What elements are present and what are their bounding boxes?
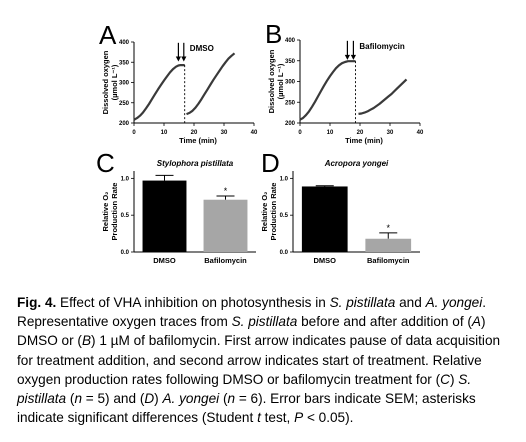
y-axis-title-line1-a: Dissolved oxygen [101, 50, 110, 114]
y-tick-label-b: 300 [285, 80, 296, 86]
arrow-down-icon [175, 56, 181, 62]
bar-d-dmso [301, 186, 348, 252]
category-label-c: DMSO [153, 256, 176, 265]
y-axis-title-a: Dissolved oxygen (µmol L⁻¹) [101, 50, 119, 114]
y-tick-label-b: 250 [285, 100, 296, 106]
bar-d-bafilomycin [365, 238, 412, 252]
y-tick-label-d: 1.0 [280, 176, 289, 182]
significance-asterisk-d: * [386, 223, 390, 233]
panel-label-c: C [96, 148, 115, 178]
x-axis-title-a: Time (min) [179, 136, 217, 145]
x-tick-label-a: 20 [191, 130, 198, 136]
y-axis-title-line2-b: (µmol L⁻¹) [276, 63, 285, 99]
y-tick-label-a: 400 [119, 40, 130, 46]
oxygen-trace-a-2 [186, 52, 236, 116]
y-tick-label-c: 0.5 [121, 213, 130, 219]
y-tick-label-a: 300 [119, 81, 130, 87]
y-axis-title-line1-d: Relative O₂ [260, 191, 269, 231]
y-axis-title-c: Relative O₂ Production Rate [101, 183, 119, 241]
category-label-d: Bafilomycin [367, 256, 410, 265]
arrow-down-icon [181, 56, 187, 62]
x-tick-label-a: 0 [132, 130, 136, 136]
caption-label: Fig. 4. [17, 295, 57, 310]
panel-title-d: Acropora yongei [324, 159, 389, 168]
oxygen-trace-a-1 [133, 63, 185, 121]
y-tick-label-b: 200 [285, 121, 296, 127]
x-tick-label-b: 10 [327, 130, 334, 136]
x-tick-label-a: 10 [161, 130, 168, 136]
y-axis-title-line1-c: Relative O₂ [101, 191, 110, 231]
y-tick-label-d: 0.0 [280, 250, 289, 256]
panel-label-d: D [261, 148, 280, 178]
y-axis-title-d: Relative O₂ Production Rate [260, 183, 278, 241]
x-axis-title-b: Time (min) [345, 136, 383, 145]
y-tick-label-a: 200 [119, 121, 130, 127]
significance-asterisk-c: * [224, 186, 228, 196]
caption-text: Effect of VHA inhibition on photosynthes… [17, 295, 501, 426]
y-axis-title-b: Dissolved oxygen (µmol L⁻¹) [267, 49, 285, 113]
x-tick-label-b: 30 [387, 130, 394, 136]
panel-title-c: Stylophora pistillata [157, 159, 234, 168]
y-axis-title-line1-b: Dissolved oxygen [267, 49, 276, 113]
y-tick-label-a: 350 [119, 60, 130, 66]
bar-c-dmso [142, 180, 187, 252]
x-tick-label-b: 0 [298, 130, 302, 136]
y-tick-label-b: 400 [285, 38, 296, 44]
y-axis-title-line2-a: (µmol L⁻¹) [110, 64, 119, 100]
figure-caption: Fig. 4. Effect of VHA inhibition on phot… [17, 293, 515, 427]
category-label-c: Bafilomycin [204, 256, 247, 265]
x-tick-label-b: 20 [357, 130, 364, 136]
oxygen-trace-b-1 [299, 60, 356, 121]
x-tick-label-b: 40 [417, 130, 424, 136]
y-tick-label-c: 1.0 [121, 176, 130, 182]
bar-c-bafilomycin [203, 199, 248, 252]
y-tick-label-c: 0.0 [121, 250, 130, 256]
x-tick-label-a: 30 [221, 130, 228, 136]
treatment-label-a: DMSO [190, 44, 214, 53]
oxygen-trace-b-2 [358, 78, 408, 115]
panel-label-a: A [99, 20, 117, 50]
arrow-down-icon [350, 54, 356, 60]
treatment-label-b: Bafilomycin [359, 42, 404, 51]
panel-label-b: B [265, 19, 282, 49]
y-tick-label-d: 0.5 [280, 213, 289, 219]
x-tick-label-a: 40 [251, 130, 258, 136]
y-axis-title-line2-d: Production Rate [269, 183, 278, 241]
arrow-down-icon [344, 54, 350, 60]
y-axis-title-line2-c: Production Rate [110, 183, 119, 241]
y-tick-label-b: 350 [285, 59, 296, 65]
y-tick-label-a: 250 [119, 101, 130, 107]
category-label-d: DMSO [314, 256, 337, 265]
